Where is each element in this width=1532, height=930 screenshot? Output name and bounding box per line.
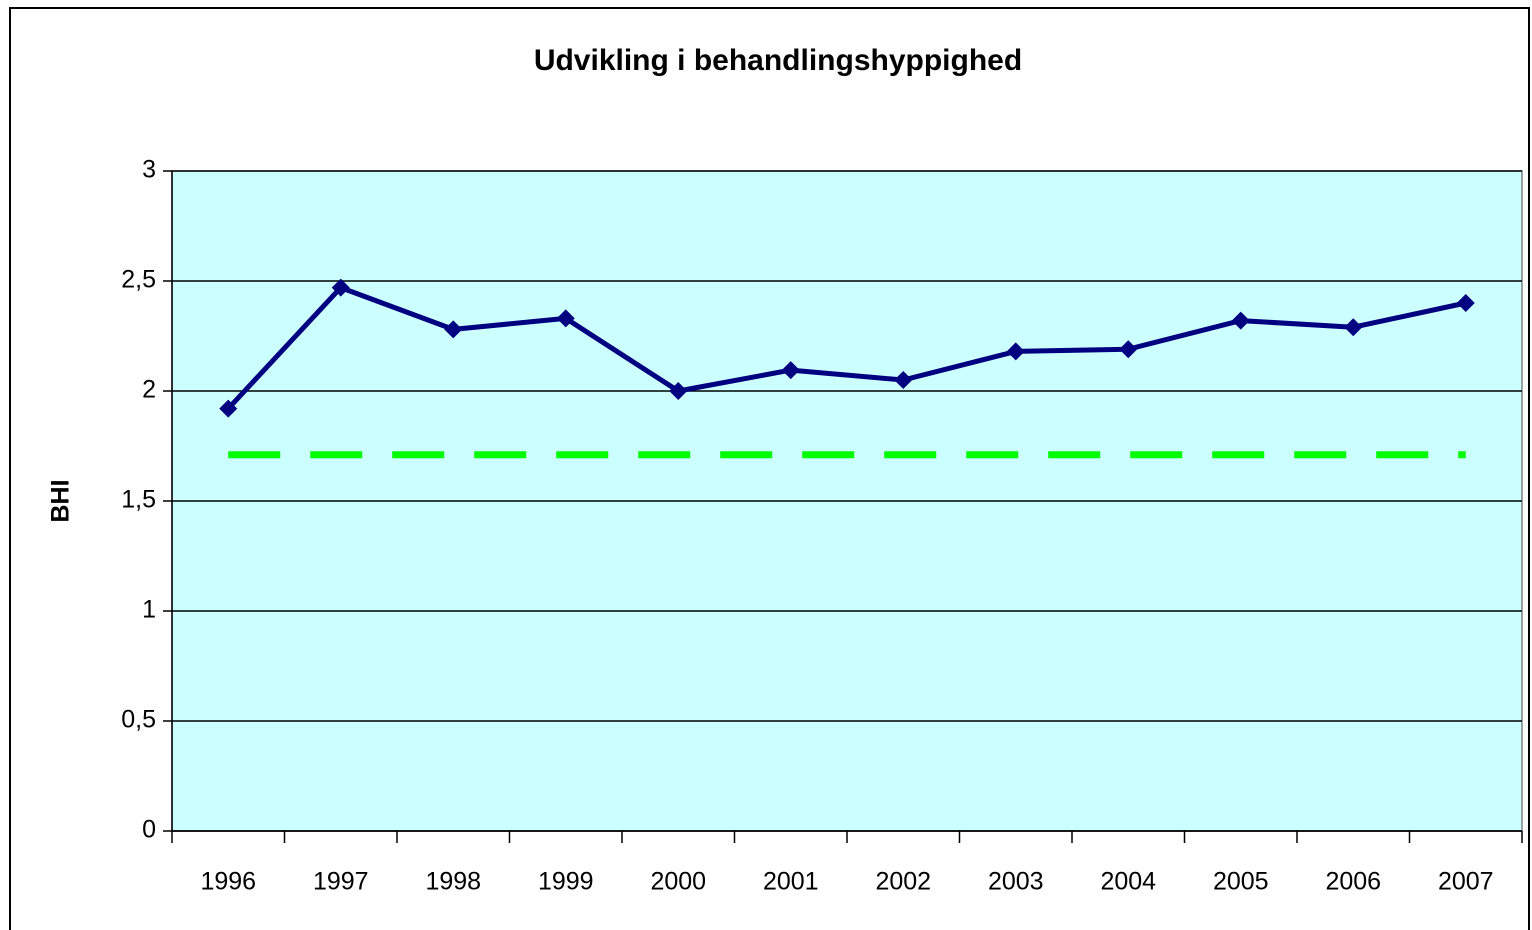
y-tick-label: 1 [142, 596, 156, 624]
x-tick-label: 1998 [425, 868, 481, 896]
y-tick-label: 2,5 [121, 266, 156, 294]
marker [219, 399, 238, 418]
marker [1456, 294, 1475, 312]
x-tick-label: 2004 [1100, 868, 1156, 896]
y-tick-label: 0,5 [121, 706, 156, 734]
marker [444, 320, 463, 339]
y-tick-label: 0 [142, 816, 156, 844]
y-tick-label: 3 [142, 156, 156, 184]
marker [781, 361, 800, 380]
marker [1119, 340, 1138, 359]
y-axis-label: BHI [47, 479, 75, 522]
x-tick-label: 1997 [313, 868, 369, 896]
marker [1231, 311, 1250, 330]
series-line [226, 285, 1467, 411]
x-tick-label: 2007 [1438, 868, 1494, 896]
x-tick-label: 2003 [988, 868, 1044, 896]
x-tick-label: 2006 [1325, 868, 1381, 896]
y-tick-label: 2 [142, 376, 156, 404]
x-tick-label: 1999 [538, 868, 594, 896]
x-tick-label: 2002 [875, 868, 931, 896]
chart-title: Udvikling i behandlingshyppighed [534, 44, 1022, 77]
marker [894, 371, 913, 389]
x-tick-label: 1996 [200, 868, 256, 896]
marker [331, 278, 350, 297]
x-tick-label: 2001 [763, 868, 819, 896]
y-tick-label: 1,5 [121, 486, 156, 514]
marker [556, 309, 575, 328]
marker [1006, 342, 1025, 361]
x-tick-label: 2000 [650, 868, 706, 896]
x-tick-label: 2005 [1213, 868, 1269, 896]
marker [1344, 318, 1363, 337]
marker [669, 382, 688, 400]
